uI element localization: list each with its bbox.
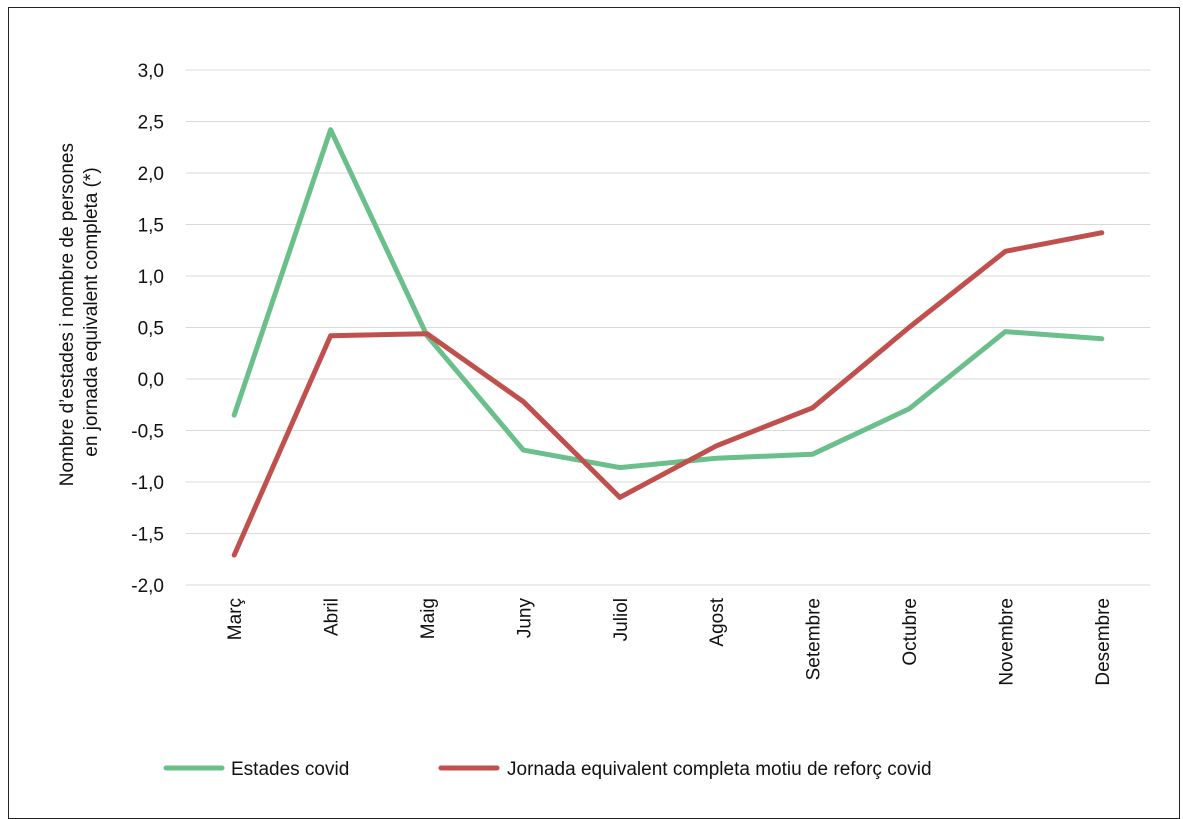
y-axis-tick-labels: 3,0 2,5 2,0 1,5 1,0 0,5 0,0 -0,5 -1,0 -1,5 -2,0 <box>131 61 164 597</box>
x-tick-label: Juliol <box>611 598 632 641</box>
x-tick-label: Agost <box>707 597 728 646</box>
x-tick-label: Juny <box>514 598 535 639</box>
y-axis-title-line-1: Nombre d’estades i nombre de persones <box>57 143 78 486</box>
y-tick-label: 1,0 <box>138 267 164 288</box>
y-tick-label: 2,0 <box>138 164 164 185</box>
x-tick-label: Abril <box>322 598 343 636</box>
legend-label-jornada: Jornada equivalent completa motiu de ref… <box>507 759 932 780</box>
series-line-0 <box>231 127 1105 471</box>
x-tick-label: Desembre <box>1093 598 1114 686</box>
gridlines <box>186 69 1150 586</box>
x-tick-label: Maig <box>418 598 439 639</box>
legend: Estades covid Jornada equivalent complet… <box>163 759 932 780</box>
y-axis-title-line-2: en jornada equivalent completa (*) <box>81 167 102 456</box>
series-line-1 <box>231 230 1105 558</box>
y-tick-label: 3,0 <box>138 61 164 82</box>
x-tick-label: Març <box>225 598 246 640</box>
x-tick-label: Setembre <box>804 598 825 680</box>
y-axis-title: Nombre d’estades i nombre de persones en… <box>57 138 102 487</box>
legend-label-estades-covid: Estades covid <box>231 759 349 780</box>
x-tick-label: Novembre <box>996 598 1017 686</box>
y-tick-label: -1,0 <box>131 473 164 494</box>
chart-frame <box>8 7 1180 819</box>
x-tick-label: Octubre <box>900 598 921 666</box>
y-tick-label: -0,5 <box>131 422 164 443</box>
y-tick-label: 1,5 <box>138 216 164 237</box>
series-lines <box>231 127 1105 558</box>
y-tick-label: 2,5 <box>138 113 164 134</box>
x-axis-tick-labels: Març Abril Maig Juny Juliol Agost Setembre Octu… <box>225 597 1114 685</box>
y-tick-label: -1,5 <box>131 525 164 546</box>
y-tick-label: 0,5 <box>138 319 164 340</box>
y-tick-label: -2,0 <box>131 576 164 597</box>
y-tick-label: 0,0 <box>138 370 164 391</box>
